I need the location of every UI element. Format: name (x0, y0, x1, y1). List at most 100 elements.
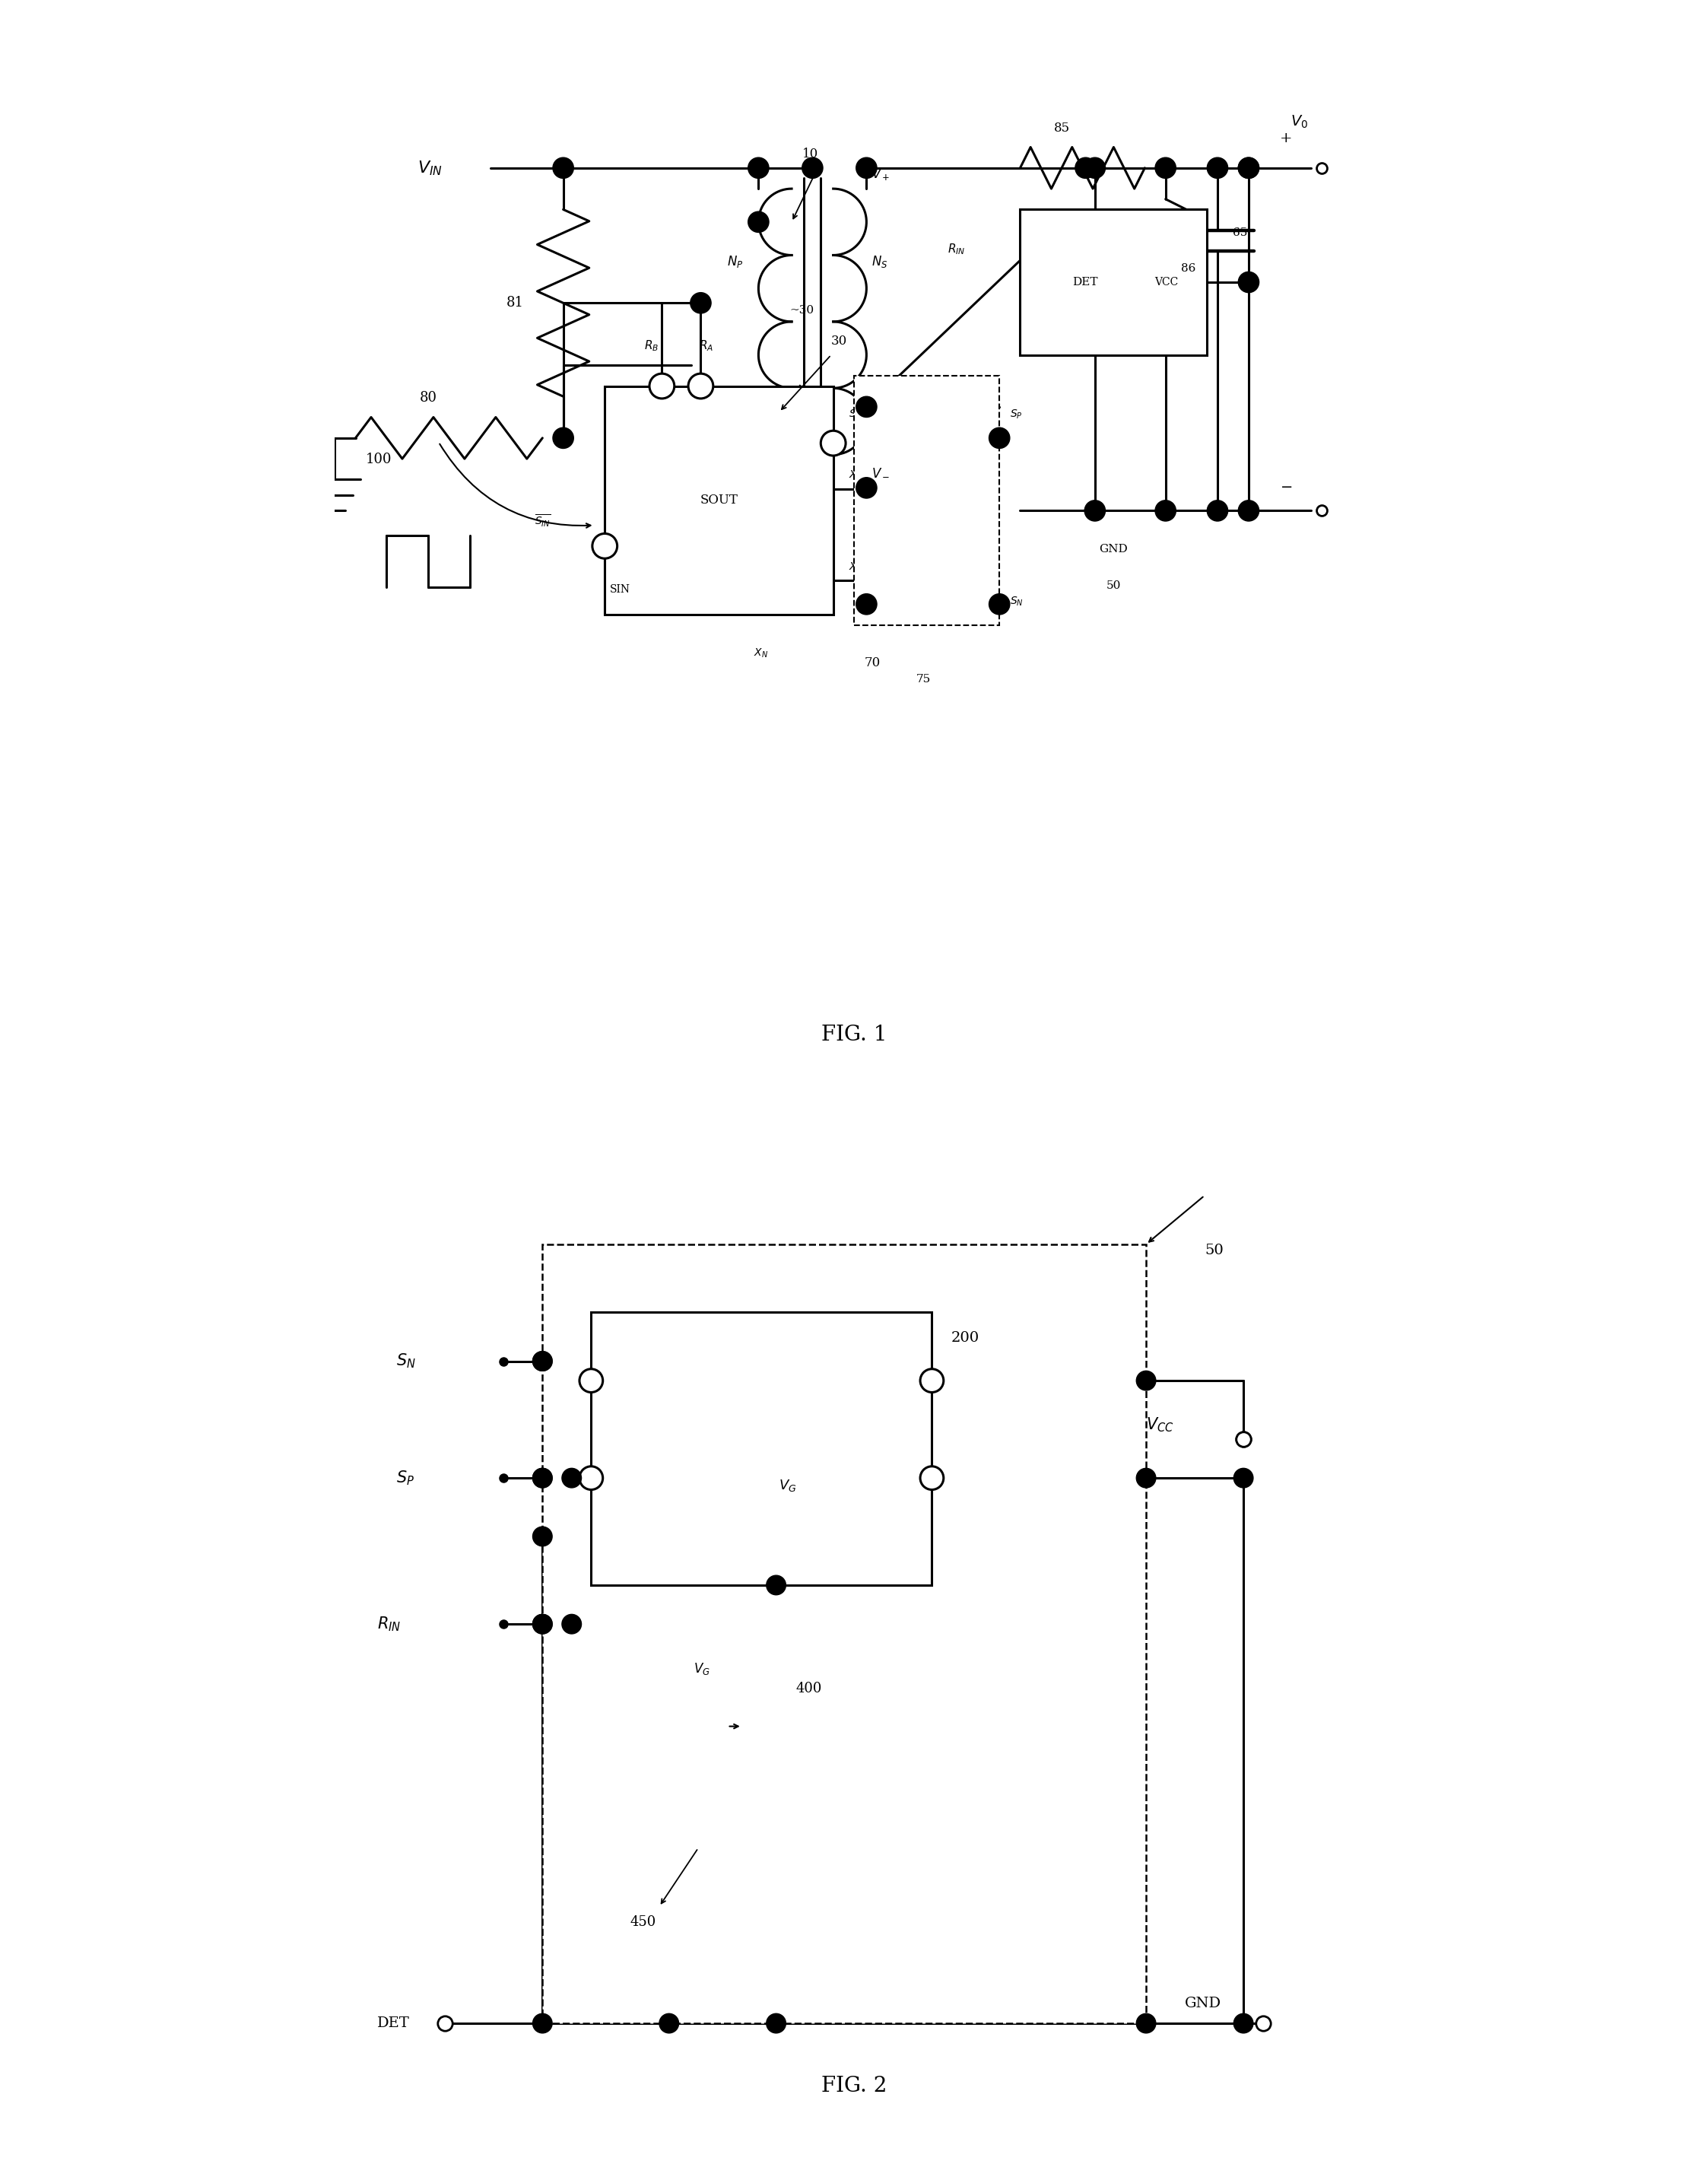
Text: 70: 70 (864, 656, 881, 669)
Text: $X_P$: $X_P$ (849, 470, 863, 483)
Circle shape (690, 292, 711, 314)
Text: 50: 50 (1204, 1244, 1223, 1257)
Text: $V_+$: $V_+$ (871, 167, 890, 182)
Circle shape (1076, 158, 1097, 177)
Text: $V_{IN}$: $V_{IN}$ (418, 158, 442, 177)
Circle shape (767, 2013, 786, 2034)
Circle shape (593, 535, 617, 558)
Circle shape (1155, 500, 1175, 522)
Circle shape (533, 1614, 552, 1634)
Text: 10: 10 (803, 147, 818, 160)
Circle shape (1238, 158, 1259, 177)
Circle shape (659, 2013, 678, 2034)
Circle shape (579, 1467, 603, 1489)
Circle shape (553, 428, 574, 448)
Circle shape (856, 593, 876, 615)
Text: $N_S$: $N_S$ (871, 253, 888, 268)
Circle shape (579, 1370, 603, 1391)
Circle shape (562, 1614, 581, 1634)
Text: $V_-$: $V_-$ (871, 465, 890, 478)
Text: $\overline{S_{IN}}$: $\overline{S_{IN}}$ (535, 513, 550, 528)
Bar (854, 377, 999, 625)
Bar (543, 1244, 1146, 2023)
Text: 50: 50 (1107, 580, 1120, 591)
Text: $R_{IN}$: $R_{IN}$ (948, 242, 965, 258)
Text: 75: 75 (915, 673, 931, 684)
Text: FIG. 1: FIG. 1 (822, 1024, 886, 1045)
Text: 65: 65 (1233, 227, 1249, 238)
Text: $V_G$: $V_G$ (693, 1662, 711, 1677)
Circle shape (1136, 2013, 1156, 2034)
Circle shape (822, 431, 845, 457)
Circle shape (1238, 273, 1259, 292)
Circle shape (533, 2013, 552, 2034)
Text: 80: 80 (420, 392, 437, 405)
Text: DET: DET (377, 2017, 410, 2030)
Text: $S_{OUT}$: $S_{OUT}$ (849, 409, 873, 420)
Circle shape (688, 374, 714, 398)
Circle shape (649, 374, 675, 398)
Text: GND: GND (1100, 543, 1127, 554)
Text: $S_N$: $S_N$ (396, 1352, 417, 1370)
Text: $S_N$: $S_N$ (1009, 595, 1023, 608)
Circle shape (562, 1467, 581, 1489)
Circle shape (1155, 158, 1175, 177)
Text: 400: 400 (796, 1681, 822, 1694)
Circle shape (921, 1467, 943, 1489)
Circle shape (1233, 1467, 1254, 1489)
Circle shape (533, 1350, 552, 1372)
Circle shape (748, 158, 769, 177)
Circle shape (748, 212, 769, 232)
Circle shape (856, 396, 876, 418)
Circle shape (533, 1528, 552, 1545)
Bar (591, 1311, 933, 1584)
Circle shape (1085, 158, 1105, 177)
Circle shape (856, 478, 876, 498)
Text: GND: GND (1185, 1997, 1221, 2010)
Circle shape (1136, 1372, 1156, 1389)
Text: $R_B$: $R_B$ (644, 340, 659, 353)
Circle shape (533, 1614, 552, 1634)
Text: VCC: VCC (1155, 277, 1179, 288)
Text: $V_{CC}$: $V_{CC}$ (1146, 1415, 1173, 1433)
Circle shape (989, 593, 1009, 615)
Text: $R_A$: $R_A$ (699, 340, 714, 353)
Text: 86: 86 (1182, 264, 1196, 275)
Text: 450: 450 (630, 1915, 656, 1928)
Text: $N_P$: $N_P$ (728, 253, 743, 268)
Circle shape (1208, 158, 1228, 177)
Text: $S_P$: $S_P$ (1009, 409, 1023, 420)
Polygon shape (630, 1926, 707, 1984)
Circle shape (1233, 2013, 1254, 2034)
Circle shape (856, 158, 876, 177)
Circle shape (767, 1575, 786, 1595)
Text: SOUT: SOUT (700, 493, 738, 506)
Text: ~30: ~30 (789, 305, 815, 316)
Text: +: + (1279, 132, 1293, 145)
Text: 30: 30 (832, 335, 847, 348)
Text: $V_G$: $V_G$ (779, 1478, 796, 1493)
Circle shape (1085, 500, 1105, 522)
Text: 200: 200 (951, 1331, 980, 1344)
Text: $V_0$: $V_0$ (1290, 115, 1308, 130)
Text: SIN: SIN (610, 584, 630, 595)
Bar (605, 385, 834, 615)
Text: FIG. 2: FIG. 2 (822, 2075, 886, 2097)
Circle shape (533, 1467, 552, 1489)
Bar (1020, 210, 1208, 355)
Text: $S_P$: $S_P$ (396, 1469, 415, 1487)
Circle shape (1238, 500, 1259, 522)
Text: $-$: $-$ (1279, 478, 1293, 493)
Text: DET: DET (1073, 277, 1098, 288)
Circle shape (1136, 1467, 1156, 1489)
Circle shape (989, 428, 1009, 448)
Circle shape (921, 1370, 943, 1391)
Text: $R_{IN}$: $R_{IN}$ (377, 1614, 401, 1634)
Circle shape (533, 1350, 552, 1372)
Circle shape (1238, 158, 1259, 177)
Text: 85: 85 (1054, 121, 1069, 134)
Circle shape (533, 1467, 552, 1489)
Text: 81: 81 (506, 296, 524, 309)
Circle shape (803, 158, 823, 177)
Text: 100: 100 (366, 452, 393, 465)
